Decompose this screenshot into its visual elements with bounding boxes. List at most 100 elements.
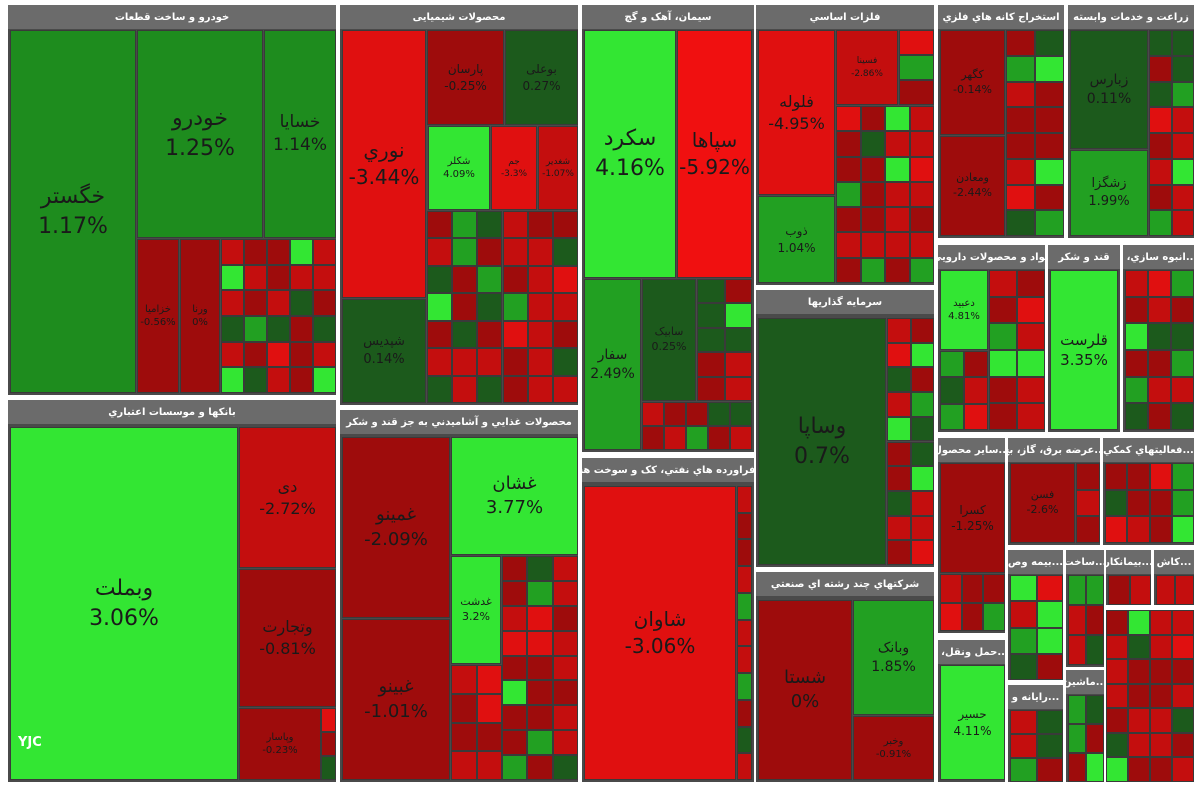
small-tile — [836, 257, 861, 283]
small-tile — [527, 320, 553, 349]
small-tile — [1106, 610, 1128, 635]
small-tile — [221, 367, 244, 393]
small-tile — [1006, 55, 1035, 82]
small-tile — [1149, 55, 1172, 82]
small-tile — [1017, 403, 1045, 430]
small-tile — [1171, 158, 1194, 185]
small-tile — [427, 238, 453, 266]
small-tile — [860, 106, 885, 132]
small-tile — [885, 232, 910, 258]
small-tile — [885, 181, 910, 208]
stock-tile: وپاسار -0.23% — [239, 708, 321, 780]
small-tile — [321, 708, 336, 732]
small-tile — [1125, 403, 1148, 430]
small-tile — [1076, 489, 1100, 517]
stock-name: بوعلی — [526, 62, 557, 77]
small-tile — [708, 426, 730, 450]
small-tile — [1006, 210, 1035, 236]
small-tile — [1106, 634, 1128, 660]
small-tile — [527, 655, 553, 681]
small-tile — [1150, 757, 1172, 782]
small-tile — [737, 619, 752, 647]
sector-title: زراعت و خدمات وابسته — [1068, 5, 1194, 29]
stock-change: 0% — [192, 317, 208, 328]
small-tile — [477, 238, 503, 266]
small-tile — [527, 730, 553, 756]
small-tile — [427, 348, 453, 376]
small-tile — [887, 540, 911, 565]
small-tile — [452, 293, 478, 321]
stock-change: -2.86% — [851, 68, 883, 79]
small-tile — [1128, 757, 1150, 782]
small-tile — [527, 755, 553, 780]
small-tile — [1125, 323, 1148, 350]
small-tile — [290, 367, 313, 393]
stock-tile: وخبر -0.91% — [853, 716, 934, 780]
small-tile — [1010, 734, 1037, 758]
stock-tile: شستا 0% — [758, 600, 852, 780]
small-tile — [267, 290, 290, 316]
stock-change: -1.25% — [951, 519, 994, 533]
stock-name: خگستر — [40, 183, 106, 209]
small-tile — [1068, 575, 1086, 605]
small-tile — [664, 402, 686, 426]
small-tile — [697, 279, 725, 304]
small-tile — [1171, 81, 1194, 108]
small-tile — [940, 377, 964, 404]
small-tile — [267, 367, 290, 393]
small-tile — [1010, 627, 1037, 654]
small-tile — [737, 486, 752, 513]
small-tile — [1171, 184, 1194, 211]
stock-tile: ورنا 0% — [180, 239, 220, 393]
stock-change: -5.92% — [679, 155, 750, 179]
small-tile — [1128, 708, 1150, 733]
stock-change: 1.25% — [165, 136, 235, 161]
small-tile — [964, 377, 988, 404]
stock-name: وبملت — [94, 575, 154, 601]
stock-tile: بوعلی 0.27% — [505, 30, 578, 125]
small-tile — [910, 392, 934, 417]
small-tile — [1149, 107, 1172, 133]
small-tile — [697, 303, 725, 328]
stock-name: پارسان — [447, 62, 484, 77]
stock-name: شاوان — [633, 607, 687, 631]
stock-name: شپدیس — [363, 334, 405, 350]
small-tile — [885, 156, 910, 182]
small-tile — [737, 753, 752, 780]
small-tile — [313, 264, 336, 291]
small-tile — [964, 351, 988, 378]
small-tile — [887, 367, 911, 393]
small-tile — [737, 726, 752, 754]
small-tile — [836, 181, 861, 208]
small-tile — [1149, 81, 1172, 108]
small-tile — [887, 392, 911, 417]
small-tile — [1068, 605, 1086, 635]
small-tile — [724, 327, 752, 353]
small-tile — [1149, 516, 1172, 543]
stock-tile: کسرا -1.25% — [940, 463, 1005, 573]
small-tile — [502, 730, 528, 756]
stock-name: خودرو — [172, 106, 229, 132]
small-tile — [1035, 30, 1064, 56]
small-tile — [910, 540, 934, 565]
stock-change: 0.14% — [363, 352, 405, 367]
small-tile — [427, 320, 453, 349]
small-tile — [1128, 683, 1150, 709]
small-tile — [1010, 575, 1037, 602]
stock-name: وتجارت — [262, 617, 313, 637]
small-tile — [1086, 605, 1104, 635]
small-tile — [1035, 55, 1064, 82]
small-tile — [1156, 575, 1175, 605]
stock-tile: ذوب 1.04% — [758, 196, 835, 283]
small-tile — [313, 367, 336, 393]
stock-change: 4.11% — [953, 723, 992, 738]
small-tile — [1068, 724, 1086, 753]
stock-tile: وتجارت -0.81% — [239, 569, 336, 707]
stock-tile: وبملت 3.06% — [10, 427, 238, 780]
small-tile — [1148, 403, 1171, 430]
stock-change: 3.2% — [462, 610, 490, 623]
stock-name: شکلر — [447, 155, 471, 167]
small-tile — [860, 257, 885, 283]
small-tile — [909, 232, 934, 258]
small-tile — [244, 290, 267, 316]
